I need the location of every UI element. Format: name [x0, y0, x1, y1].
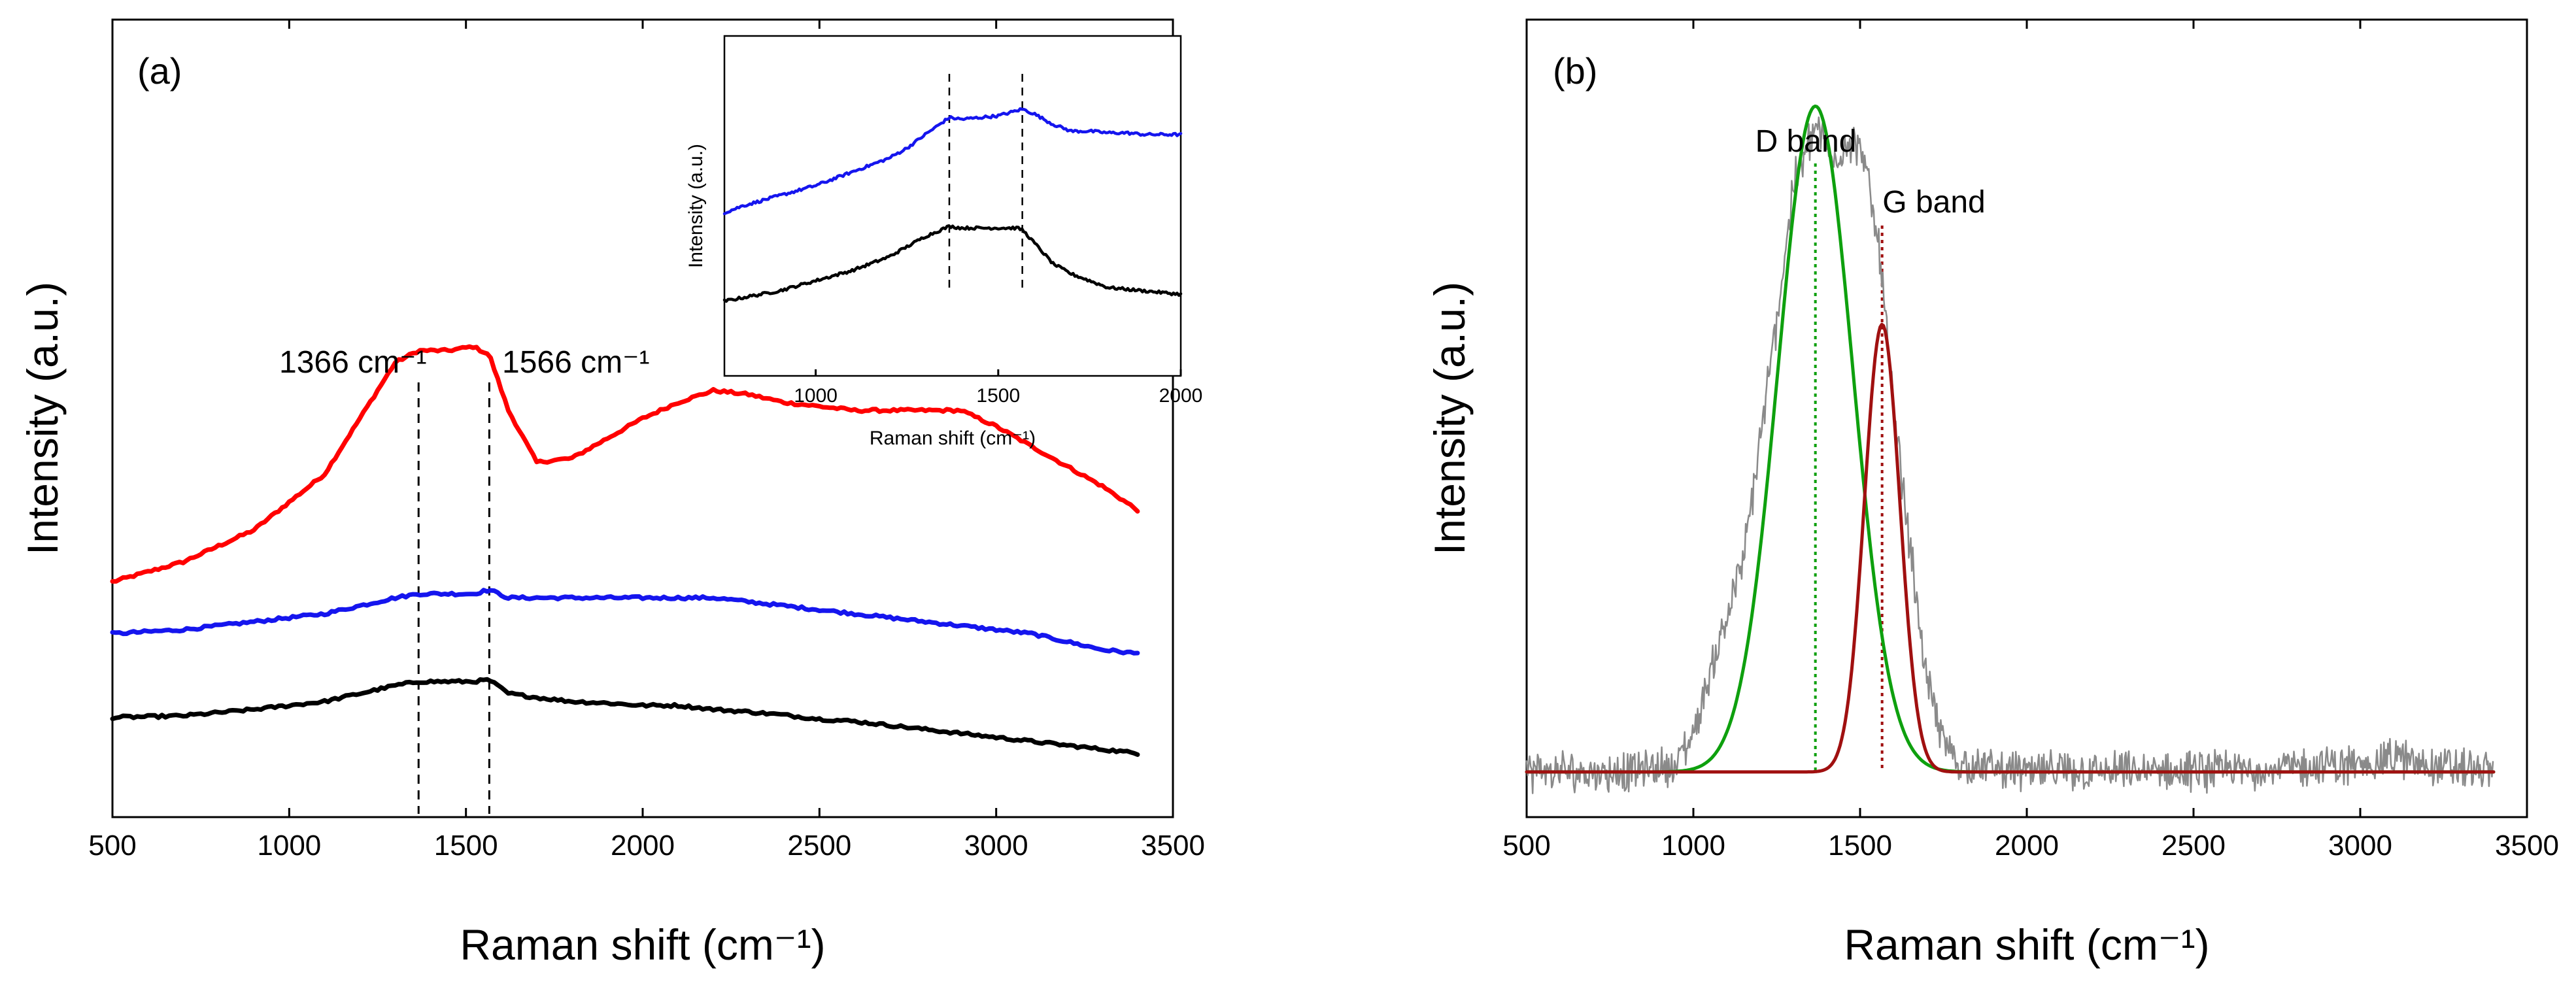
inset-frame [723, 35, 1182, 377]
inset-peak-lines [948, 74, 1023, 291]
panel-a-x-tick-label: 2500 [787, 830, 851, 862]
inset-x-ticks: 1000 1500 2000 [794, 369, 1202, 407]
panel-b-x-tick-label: 1500 [1828, 830, 1892, 862]
inset-x-axis-label: Raman shift (cm⁻¹) [870, 428, 1036, 449]
panel-b-y-axis-label: Intensity (a.u.) [1425, 282, 1474, 555]
panel-a-series-red [110, 344, 1140, 584]
panel-a-x-tick-label: 1000 [257, 830, 321, 862]
panel-b-x-tick-label: 1000 [1661, 830, 1725, 862]
inset-y-axis-label: Intensity (a.u.) [685, 144, 707, 268]
annotation-1566: 1566 cm⁻¹ [502, 345, 649, 380]
panel-a: 500 1000 1500 2000 2500 3000 3500 (a) 1366 cm⁻… [18, 18, 1205, 969]
d-band-label: D band [1755, 124, 1857, 159]
panel-b-x-tick-label: 3000 [2328, 830, 2392, 862]
panel-b-g-band-fit [1525, 322, 2496, 774]
panel-a-x-tick-label: 3000 [964, 830, 1028, 862]
panel-a-y-axis-label: Intensity (a.u.) [18, 282, 67, 555]
panel-b-label: (b) [1553, 50, 1597, 92]
panel-a-x-ticks: 500 1000 1500 2000 2500 3000 3500 [88, 20, 1205, 862]
inset-series [722, 107, 1183, 303]
panel-b-series [1525, 104, 2496, 794]
panel-a-inset: 1000 1500 2000 Raman shift (cm⁻¹) Intensit… [685, 35, 1202, 449]
panel-b-measured-spectrum [1525, 116, 2494, 794]
panel-a-x-tick-label: 2000 [611, 830, 675, 862]
panel-a-peak-lines [417, 382, 490, 814]
panel-a-series-blue [110, 588, 1140, 656]
panel-a-x-tick-label: 1500 [434, 830, 498, 862]
panel-a-x-tick-label: 500 [88, 830, 136, 862]
panel-a-series [110, 344, 1140, 757]
panel-b-plot-frame [1525, 18, 2528, 818]
panel-a-x-tick-label: 3500 [1141, 830, 1205, 862]
inset-x-tick-label: 2000 [1159, 385, 1203, 407]
g-band-label: G band [1882, 185, 1985, 220]
panel-b-x-tick-label: 500 [1502, 830, 1550, 862]
panel-b-x-tick-label: 2500 [2161, 830, 2226, 862]
inset-series-black [722, 224, 1183, 303]
inset-x-tick-label: 1000 [794, 385, 838, 407]
panel-b-x-tick-label: 2000 [1995, 830, 2059, 862]
panel-b: 500 1000 1500 2000 2500 3000 3500 (b) D band G… [1425, 18, 2559, 969]
panel-b-band-lines [1814, 163, 1884, 772]
panel-b-x-axis-label: Raman shift (cm⁻¹) [1844, 920, 2209, 969]
panel-b-x-ticks: 500 1000 1500 2000 2500 3000 3500 [1502, 20, 2559, 862]
panel-a-label: (a) [137, 50, 182, 92]
panel-b-x-tick-label: 3500 [2495, 830, 2559, 862]
panel-b-d-band-fit [1525, 104, 2496, 774]
panel-a-x-axis-label: Raman shift (cm⁻¹) [460, 920, 825, 969]
panel-a-series-black [110, 677, 1140, 757]
annotation-1366: 1366 cm⁻¹ [279, 345, 426, 380]
inset-series-blue [722, 107, 1183, 216]
inset-x-tick-label: 1500 [976, 385, 1020, 407]
